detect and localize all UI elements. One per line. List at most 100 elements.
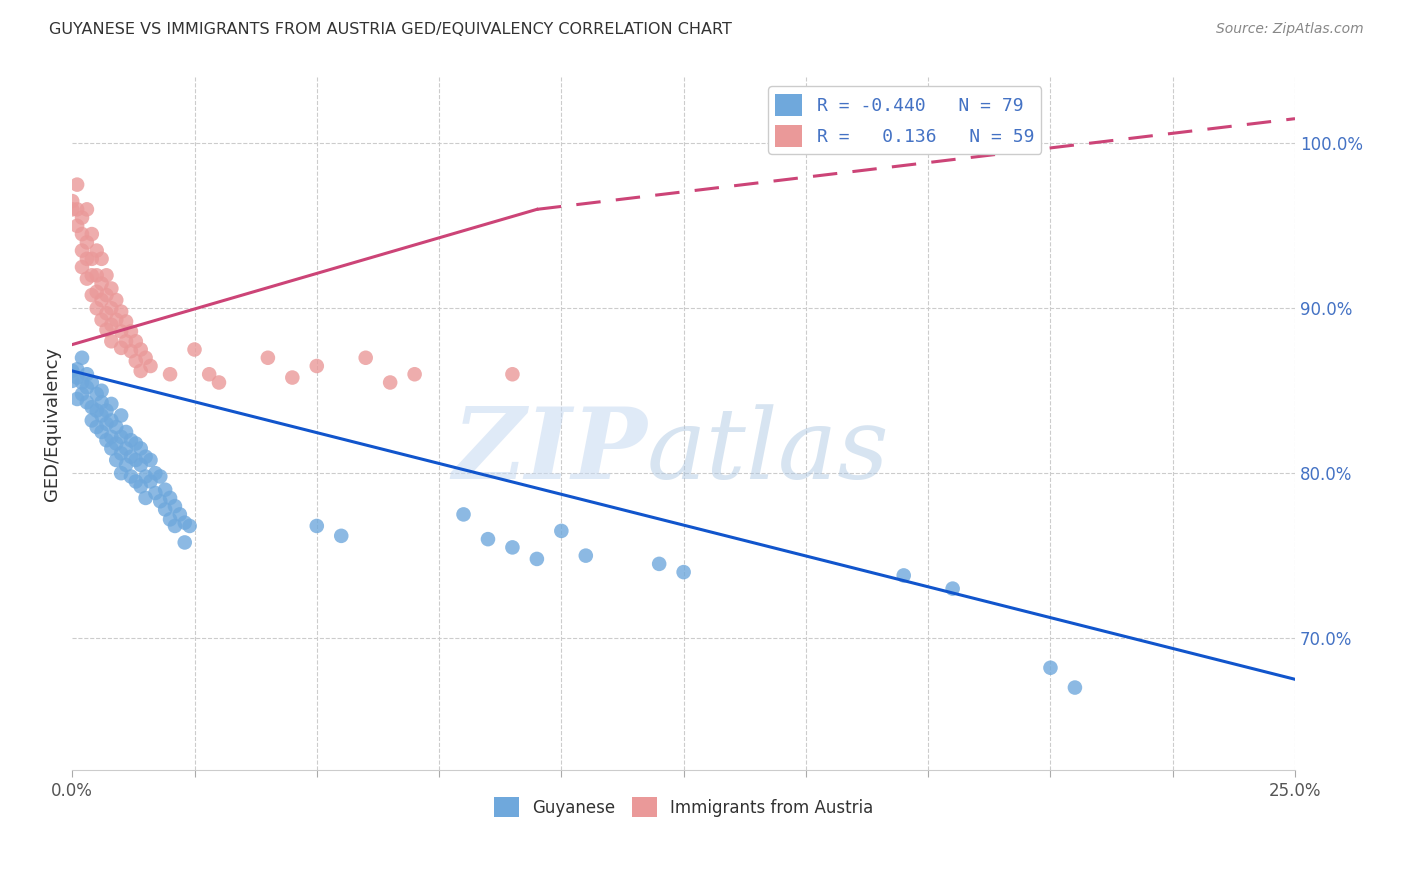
Point (90, 409, 112, 423)
Point (70, 244, 93, 258)
Point (139, 453, 162, 467)
Point (169, 508, 191, 522)
Point (60, 364, 83, 378)
Point (110, 409, 132, 423)
Point (159, 491, 181, 505)
Point (70, 227, 93, 241)
Point (105, 293, 128, 307)
Point (135, 450, 157, 464)
Point (90, 395, 112, 409)
Point (80, 268, 103, 283)
Point (129, 458, 152, 472)
Point (86, 387, 108, 401)
Point (129, 364, 152, 378)
Point (115, 334, 138, 349)
Point (76, 368, 98, 382)
Point (208, 376, 231, 390)
Point (96, 417, 118, 431)
Point (86, 244, 108, 258)
Point (96, 323, 118, 337)
Point (526, 552, 548, 566)
Point (90, 293, 112, 307)
Legend: Guyanese, Immigrants from Austria: Guyanese, Immigrants from Austria (486, 790, 880, 824)
Point (139, 359, 162, 373)
Point (76, 380, 98, 394)
Point (453, 508, 475, 522)
Point (149, 494, 172, 508)
Point (139, 475, 162, 489)
Point (105, 436, 128, 450)
Point (76, 395, 98, 409)
Point (80, 413, 103, 427)
Point (257, 351, 280, 365)
Text: Source: ZipAtlas.com: Source: ZipAtlas.com (1216, 22, 1364, 37)
Point (129, 343, 152, 357)
Point (86, 301, 108, 316)
Point (183, 343, 205, 357)
Point (173, 535, 195, 549)
Point (125, 334, 148, 349)
Point (153, 483, 176, 497)
Point (80, 376, 103, 390)
Point (648, 557, 671, 571)
Point (90, 425, 112, 439)
Point (105, 420, 128, 434)
Point (86, 420, 108, 434)
Point (86, 403, 108, 417)
Point (96, 288, 118, 302)
Point (110, 430, 132, 444)
Point (115, 425, 138, 439)
Point (86, 268, 108, 283)
Point (125, 475, 148, 489)
Point (145, 466, 167, 480)
Point (100, 334, 122, 349)
Point (96, 306, 118, 320)
Point (153, 502, 176, 516)
Point (378, 376, 401, 390)
Point (501, 368, 523, 382)
Point (149, 469, 172, 483)
Point (135, 469, 157, 483)
Point (76, 271, 98, 285)
Point (110, 341, 132, 355)
Point (100, 397, 122, 411)
Text: GUYANESE VS IMMIGRANTS FROM AUSTRIA GED/EQUIVALENCY CORRELATION CHART: GUYANESE VS IMMIGRANTS FROM AUSTRIA GED/… (49, 22, 733, 37)
Point (66, 370, 89, 384)
Point (330, 529, 353, 543)
Point (135, 491, 157, 505)
Point (198, 368, 221, 382)
Point (66, 202, 89, 217)
Point (672, 565, 695, 579)
Point (179, 519, 201, 533)
Point (105, 313, 128, 327)
Point (159, 368, 181, 382)
Point (354, 351, 377, 365)
Point (575, 549, 598, 563)
Point (80, 288, 103, 302)
Text: atlas: atlas (647, 404, 890, 499)
Point (100, 301, 122, 316)
Point (70, 387, 93, 401)
Point (96, 434, 118, 448)
Point (96, 268, 118, 283)
Point (305, 359, 328, 373)
Point (281, 370, 304, 384)
Point (86, 285, 108, 299)
Point (90, 384, 112, 398)
Point (110, 466, 132, 480)
Point (120, 344, 142, 359)
Point (80, 401, 103, 415)
Point (893, 568, 915, 582)
Point (120, 469, 142, 483)
Point (115, 458, 138, 472)
Point (1064, 681, 1087, 695)
Point (66, 362, 89, 376)
Point (115, 314, 138, 328)
Point (404, 368, 426, 382)
Point (80, 227, 103, 241)
Point (125, 354, 148, 368)
Point (80, 252, 103, 266)
Point (129, 442, 152, 456)
Point (163, 499, 186, 513)
Point (501, 541, 523, 555)
